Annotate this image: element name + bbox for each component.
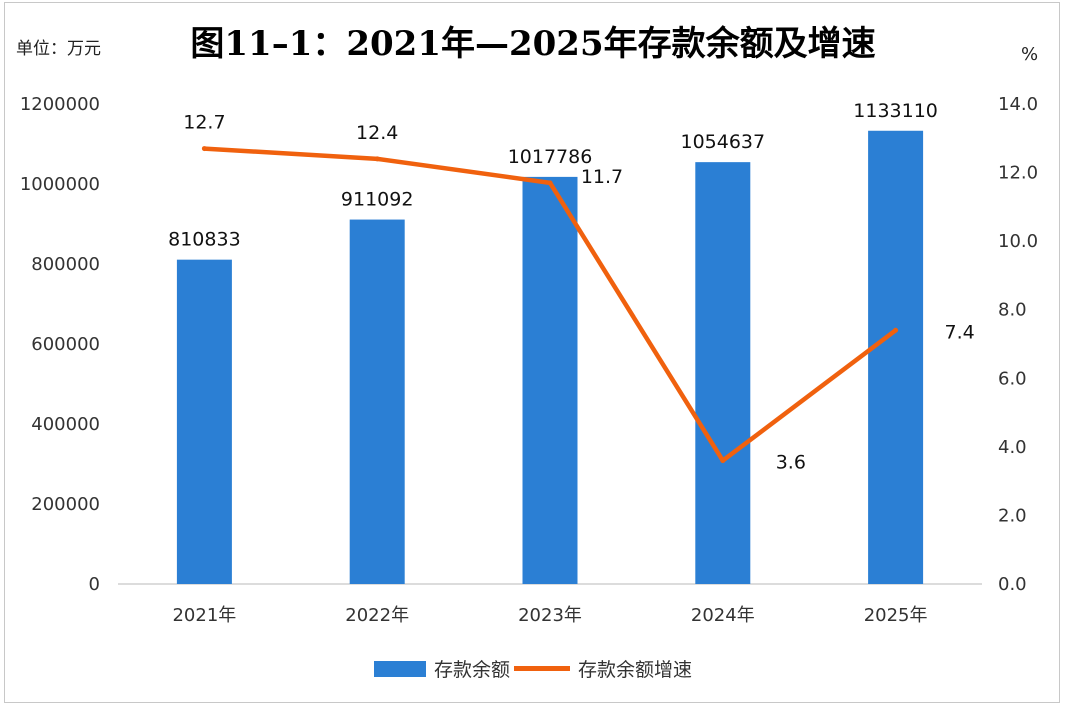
x-tick-label: 2023年 [518,605,582,626]
y-left-tick-label: 800000 [31,254,100,275]
y-right-tick-label: 6.0 [998,368,1027,389]
legend-line-swatch [514,666,570,671]
y-left-tick-label: 600000 [31,334,100,355]
y-right-tick-label: 4.0 [998,437,1027,458]
line-value-label: 7.4 [944,321,974,343]
bar [522,176,578,584]
legend-bar-label: 存款余额 [433,659,510,681]
x-tick-label: 2025年 [864,605,928,626]
line-point [547,180,553,186]
y-left-tick-label: 0 [89,574,100,595]
y-left-tick-label: 1000000 [20,174,100,195]
bar-value-label: 810833 [168,229,241,251]
y-right-tick-label: 14.0 [998,94,1038,115]
line-point [720,458,726,464]
legend-bar-swatch [373,660,426,677]
line-value-label: 12.7 [183,112,225,134]
line-value-label: 12.4 [356,122,398,144]
legend-line-label: 存款余额增速 [578,659,693,681]
bar [868,130,924,585]
x-tick-label: 2022年 [345,605,409,626]
line-point [893,327,899,333]
bar-value-label: 1133110 [853,100,938,122]
line-point [374,156,380,162]
chart-frame [4,2,1060,703]
y-right-tick-label: 12.0 [998,163,1038,184]
legend: 存款余额 存款余额增速 [0,655,1066,682]
y-right-tick-label: 8.0 [998,300,1027,321]
y-right-tick-label: 2.0 [998,505,1027,526]
line-value-label: 11.7 [581,166,623,188]
bar [176,259,232,584]
right-axis-unit: % [1021,44,1039,65]
left-axis-unit: 单位：万元 [16,39,101,59]
legend-item-bar: 存款余额 [373,655,510,682]
bar-value-label: 1054637 [680,131,765,153]
y-left-tick-label: 400000 [31,414,100,435]
x-tick-label: 2024年 [691,605,755,626]
y-right-tick-label: 10.0 [998,231,1038,252]
bar-value-label: 911092 [341,189,414,211]
bar [349,219,405,584]
bar-value-label: 1017786 [508,146,593,168]
bar [695,162,751,584]
line-value-label: 3.6 [776,452,806,474]
y-right-tick-label: 0.0 [998,574,1027,595]
line-point [201,146,207,152]
y-left-tick-label: 1200000 [20,94,100,115]
y-left-tick-label: 200000 [31,494,100,515]
x-tick-label: 2021年 [172,605,236,626]
chart-title: 图11–1：2021年—2025年存款余额及增速 [190,24,876,64]
legend-item-line: 存款余额增速 [510,655,692,682]
